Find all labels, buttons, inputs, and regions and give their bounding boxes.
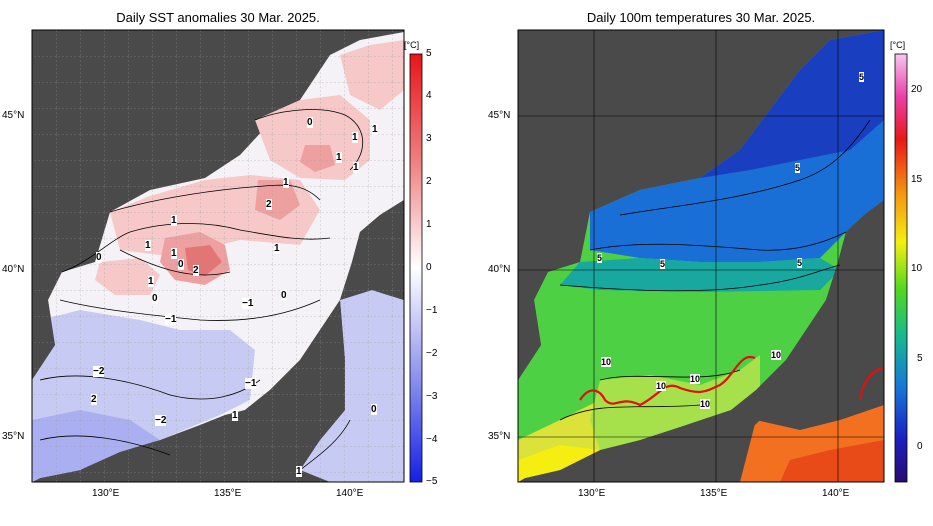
right-map-frame bbox=[517, 29, 885, 483]
contour-label: 10 bbox=[601, 357, 612, 367]
contour-label: −1 bbox=[242, 298, 254, 309]
left-panel-title: Daily SST anomalies 30 Mar. 2025. bbox=[116, 10, 320, 25]
lat-label: 45°N bbox=[488, 110, 511, 121]
temperature-100m-map bbox=[518, 30, 884, 482]
contour-label: −1 bbox=[245, 378, 257, 389]
left-unit-label: [°C] bbox=[404, 40, 420, 50]
contour-label: −1 bbox=[165, 314, 177, 325]
sst-anomaly-map bbox=[32, 30, 404, 482]
contour-label: 5 bbox=[797, 258, 803, 268]
contour-label: 1 bbox=[171, 215, 177, 226]
contour-label: −2 bbox=[155, 415, 167, 426]
contour-label: 10 bbox=[656, 381, 667, 391]
temperature-colorbar bbox=[894, 53, 908, 483]
tick-label: 20 bbox=[911, 84, 923, 95]
tick-label: 10 bbox=[911, 263, 923, 274]
tick-label: 5 bbox=[426, 48, 432, 59]
contour-label: 2 bbox=[193, 265, 199, 276]
contour-label: 1 bbox=[336, 152, 342, 163]
contour-label: 0 bbox=[371, 404, 377, 415]
right-unit-label: [°C] bbox=[890, 40, 906, 50]
lon-label: 140°E bbox=[822, 488, 850, 499]
contour-label: 1 bbox=[353, 162, 359, 173]
contour-label: 1 bbox=[274, 243, 280, 254]
contour-label: 0 bbox=[152, 293, 158, 304]
contour-label: 10 bbox=[690, 374, 701, 384]
right-panel-title: Daily 100m temperatures 30 Mar. 2025. bbox=[586, 10, 816, 25]
right-colorbar-ticks: 20 15 10 5 0 bbox=[911, 0, 933, 526]
tick-label: 0 bbox=[917, 441, 923, 452]
lon-label: 135°E bbox=[700, 488, 728, 499]
contour-label: 5 bbox=[597, 253, 603, 263]
contour-label: 1 bbox=[148, 276, 154, 287]
contour-label: 1 bbox=[283, 177, 289, 188]
tick-label: −5 bbox=[426, 476, 438, 487]
tick-label: 1 bbox=[426, 219, 432, 230]
tick-label: 2 bbox=[426, 176, 432, 187]
tick-label: 5 bbox=[917, 353, 923, 364]
contour-label: 2 bbox=[91, 394, 97, 405]
lat-label: 35°N bbox=[2, 431, 25, 442]
tick-label: 0 bbox=[426, 262, 432, 273]
lat-label: 45°N bbox=[2, 110, 25, 121]
contour-label: 5 bbox=[660, 259, 666, 269]
left-map-frame bbox=[31, 29, 405, 483]
lat-label: 35°N bbox=[488, 431, 511, 442]
contour-label: 0 bbox=[178, 259, 184, 270]
tick-label: −2 bbox=[426, 348, 438, 359]
lat-label: 40°N bbox=[2, 264, 25, 275]
tick-label: −1 bbox=[426, 305, 438, 316]
contour-label: 1 bbox=[171, 248, 177, 259]
contour-label: 1 bbox=[145, 240, 151, 251]
contour-label: 5 bbox=[859, 72, 865, 82]
lon-label: 140°E bbox=[336, 488, 364, 499]
contour-label: 1 bbox=[296, 466, 302, 477]
lon-label: 130°E bbox=[578, 488, 606, 499]
tick-label: −3 bbox=[426, 391, 438, 402]
tick-label: 4 bbox=[426, 90, 432, 101]
contour-label: 0 bbox=[307, 117, 313, 128]
contour-label: 2 bbox=[266, 199, 272, 210]
lat-label: 40°N bbox=[488, 264, 511, 275]
contour-label: 10 bbox=[700, 399, 711, 409]
contour-label: 10 bbox=[771, 350, 782, 360]
contour-label: 1 bbox=[232, 410, 238, 421]
left-colorbar-ticks: 5 4 3 2 1 0 −1 −2 −3 −4 −5 bbox=[426, 0, 456, 526]
contour-label: 0 bbox=[96, 252, 102, 263]
contour-label: 5 bbox=[795, 163, 801, 173]
contour-label: 1 bbox=[352, 132, 358, 143]
contour-label: −2 bbox=[93, 366, 105, 377]
tick-label: 15 bbox=[911, 174, 923, 185]
lon-label: 135°E bbox=[214, 488, 242, 499]
tick-label: −4 bbox=[426, 434, 438, 445]
lon-label: 130°E bbox=[92, 488, 120, 499]
contour-label: 1 bbox=[372, 124, 378, 135]
tick-label: 3 bbox=[426, 133, 432, 144]
contour-label: 0 bbox=[281, 290, 287, 301]
anomaly-colorbar bbox=[409, 53, 423, 483]
